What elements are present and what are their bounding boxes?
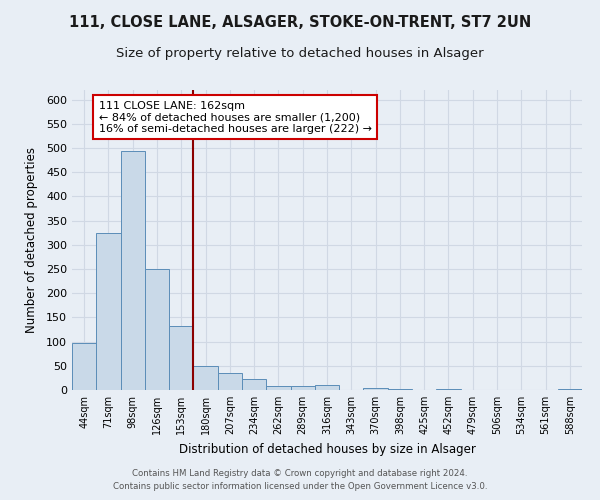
X-axis label: Distribution of detached houses by size in Alsager: Distribution of detached houses by size …: [179, 442, 475, 456]
Bar: [266, 386, 290, 390]
Text: Size of property relative to detached houses in Alsager: Size of property relative to detached ho…: [116, 48, 484, 60]
Bar: [364, 388, 388, 390]
Bar: [558, 389, 582, 390]
Bar: [72, 343, 96, 390]
Bar: [388, 388, 412, 390]
Text: 111 CLOSE LANE: 162sqm
← 84% of detached houses are smaller (1,200)
16% of semi-: 111 CLOSE LANE: 162sqm ← 84% of detached…: [99, 100, 372, 134]
Bar: [436, 388, 461, 390]
Bar: [242, 380, 266, 390]
Text: Contains public sector information licensed under the Open Government Licence v3: Contains public sector information licen…: [113, 482, 487, 491]
Bar: [121, 152, 145, 390]
Y-axis label: Number of detached properties: Number of detached properties: [25, 147, 38, 333]
Bar: [290, 386, 315, 390]
Bar: [193, 366, 218, 390]
Bar: [96, 232, 121, 390]
Bar: [218, 373, 242, 390]
Text: 111, CLOSE LANE, ALSAGER, STOKE-ON-TRENT, ST7 2UN: 111, CLOSE LANE, ALSAGER, STOKE-ON-TRENT…: [69, 15, 531, 30]
Text: Contains HM Land Registry data © Crown copyright and database right 2024.: Contains HM Land Registry data © Crown c…: [132, 468, 468, 477]
Bar: [315, 385, 339, 390]
Bar: [145, 269, 169, 390]
Bar: [169, 326, 193, 390]
